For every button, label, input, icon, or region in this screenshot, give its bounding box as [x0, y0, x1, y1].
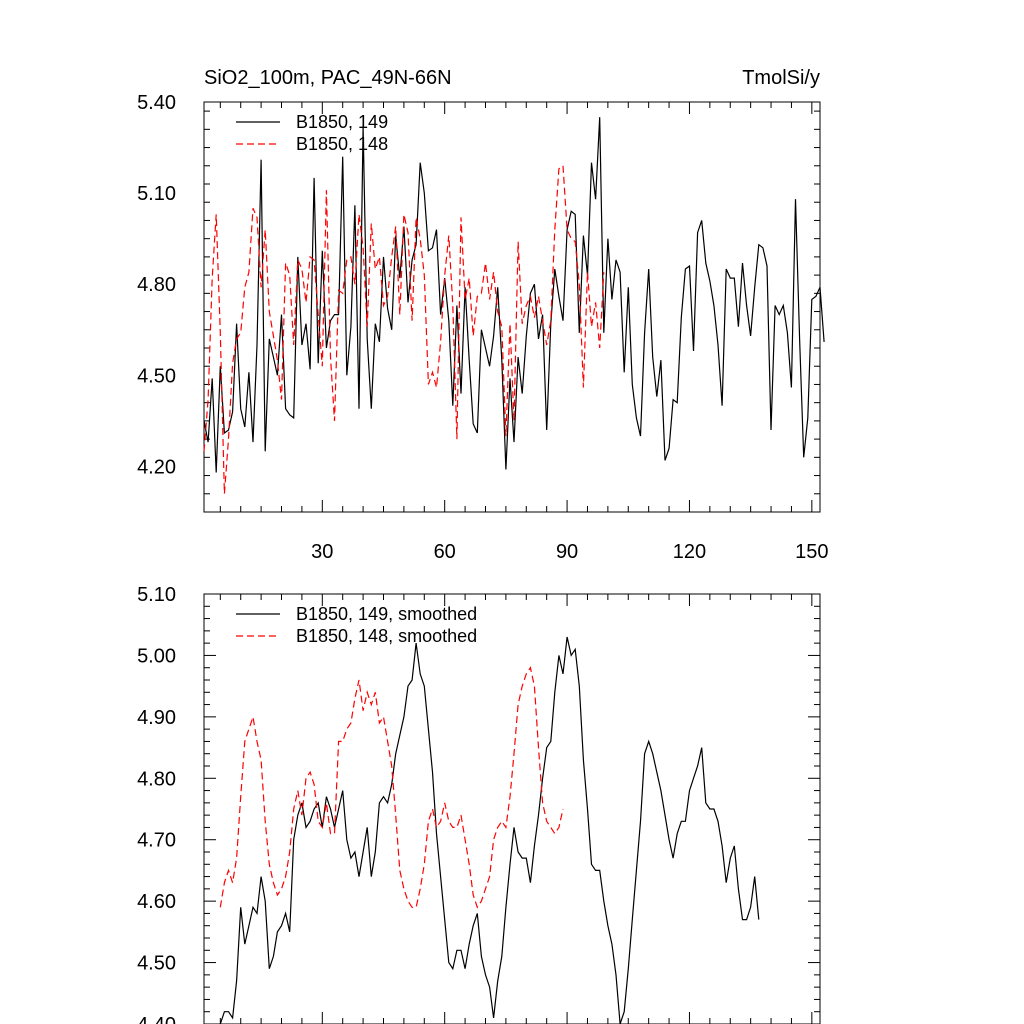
x-tick-label: 150	[795, 541, 828, 563]
y-tick-label: 4.90	[137, 707, 176, 729]
series-line-1	[219, 636, 760, 1024]
legend-label-1: B1850, 149	[296, 112, 388, 132]
series-line-2	[219, 666, 564, 909]
legend-label-2: B1850, 148, smoothed	[296, 626, 477, 646]
legend-label-2: B1850, 148	[296, 134, 388, 154]
bottom-axes: 4.40 4.50 4.60 4.70 4.80 4.90 5.00 5.10	[137, 584, 820, 1024]
series-line-2	[203, 164, 605, 494]
y-tick-label: 4.80	[137, 768, 176, 790]
y-tick-label: 5.00	[137, 645, 176, 667]
y-tick-label: 4.60	[137, 891, 176, 913]
y-tick-label: 4.40	[137, 1014, 176, 1024]
bottom-panel: 4.40 4.50 4.60 4.70 4.80 4.90 5.00 5.10 B1850, …	[137, 584, 821, 1024]
x-tick-label: 30	[311, 541, 333, 563]
series-line-1	[203, 117, 825, 473]
top-panel: SiO2_100m, PAC_49N-66N TmolSi/y 30 60 90 12…	[137, 67, 828, 563]
y-tick-label: 4.50	[137, 953, 176, 975]
y-tick-label: 4.70	[137, 830, 176, 852]
y-tick-label: 4.80	[137, 274, 176, 296]
bottom-series-group	[219, 636, 760, 1024]
x-tick-label: 60	[434, 541, 456, 563]
top-plot-frame	[203, 101, 821, 513]
y-tick-label: 4.50	[137, 365, 176, 387]
y-tick-label: 5.10	[137, 584, 176, 606]
top-panel-title: SiO2_100m, PAC_49N-66N	[204, 67, 452, 89]
top-axes: 30 60 90 120 150 4.20 4.50 4.80 5.10 5.40	[137, 92, 828, 563]
top-panel-units: TmolSi/y	[742, 67, 820, 89]
y-tick-label: 4.20	[137, 456, 176, 478]
legend-label-1: B1850, 149, smoothed	[296, 604, 477, 624]
x-tick-label: 120	[673, 541, 706, 563]
y-tick-label: 5.10	[137, 183, 176, 205]
bottom-plot-frame	[203, 593, 821, 1024]
x-tick-label: 90	[556, 541, 578, 563]
top-series-group	[203, 117, 825, 494]
y-tick-label: 5.40	[137, 92, 176, 114]
